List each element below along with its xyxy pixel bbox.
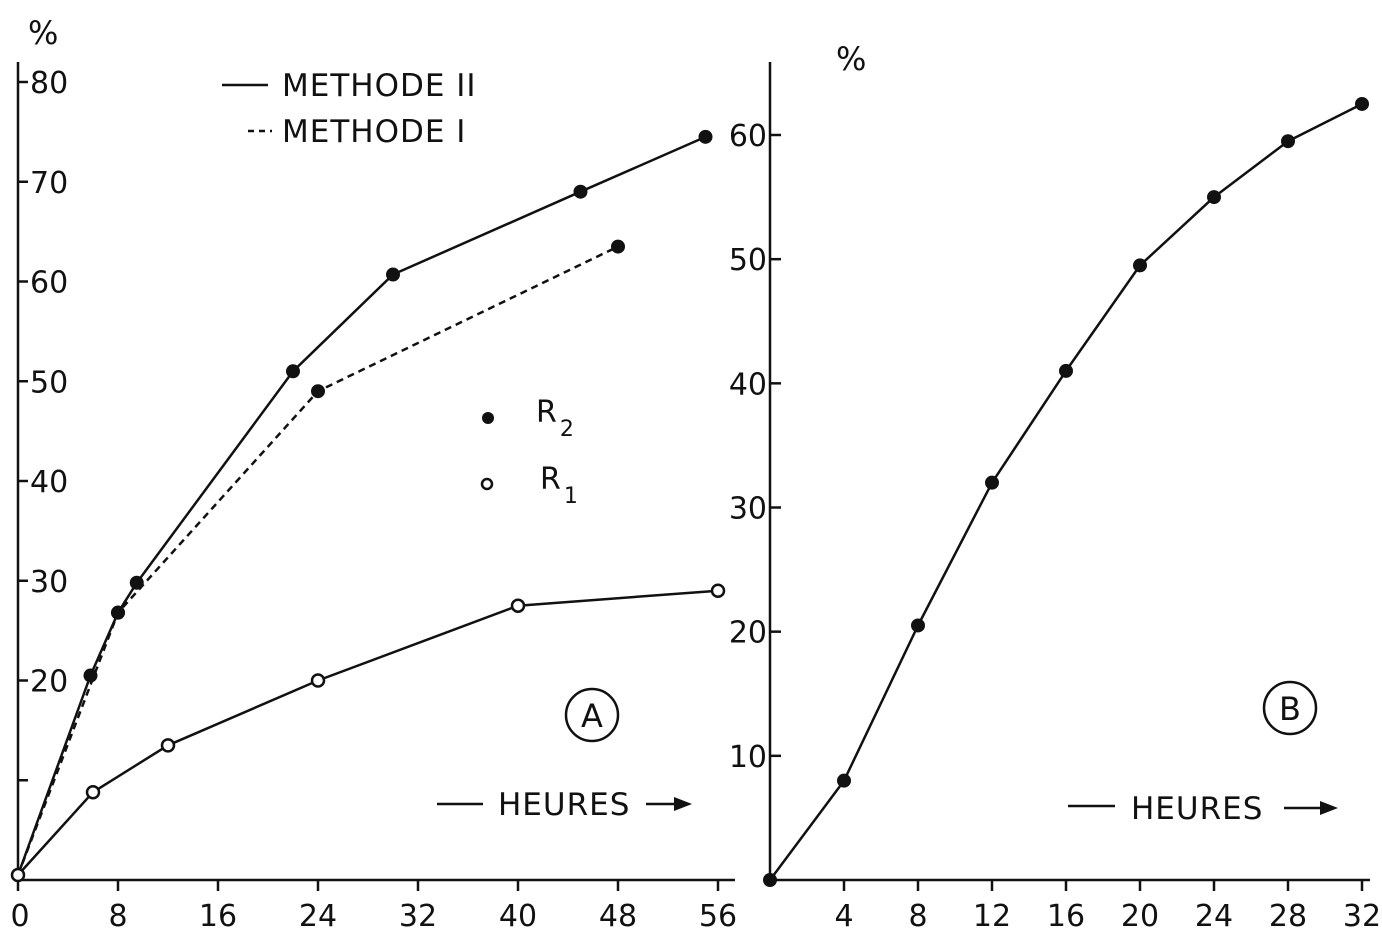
panel-a-series-0-point xyxy=(83,668,98,683)
panel-a-y-tick-label: 50 xyxy=(30,365,68,400)
panel-a-series-2-point xyxy=(710,583,726,598)
legend-marker-filled xyxy=(482,412,494,424)
panel-a-series-1-point xyxy=(111,605,125,620)
panel-b: % 10 20 30 40 50 60 4 8 12 16 20 24 28 32 B HEURES xyxy=(729,40,1381,931)
panel-a-x-tick-label: 24 xyxy=(299,899,337,931)
panel-a-y-tick-label: 80 xyxy=(30,66,68,101)
panel-a-series-2-point xyxy=(10,867,26,883)
panel-b-x-title: HEURES xyxy=(1131,791,1263,827)
panel-b-series-0-point xyxy=(1281,134,1295,149)
panel-b-y-tick-label: 60 xyxy=(729,119,767,154)
panel-b-series-0-point xyxy=(1355,96,1369,111)
panel-a-series-1-line xyxy=(16,245,619,876)
panel-a-series-2-point xyxy=(160,738,176,753)
legend-methode-ii: METHODE II xyxy=(282,68,477,104)
panel-b-series-0-point xyxy=(911,618,925,633)
panel-b-series-0-point xyxy=(985,475,999,490)
panel-a-x-tick-label: 32 xyxy=(399,899,437,931)
legend-r2-base: R xyxy=(536,395,557,430)
panel-b-series-0-point xyxy=(1133,258,1147,273)
panel-b-series-0-line xyxy=(768,102,1363,881)
panel-b-heures-arrow-head xyxy=(1320,801,1338,815)
panel-b-y-unit: % xyxy=(836,40,866,78)
panel-b-label: B xyxy=(1279,690,1301,728)
legend-r2-sub: 2 xyxy=(560,417,574,442)
panel-a-series-2-point xyxy=(85,784,101,800)
panel-b-series-0-point xyxy=(1059,363,1073,378)
panel-a-y-tick-label: 30 xyxy=(30,565,68,600)
panel-a-label-circle xyxy=(564,687,620,743)
panel-b-label-circle xyxy=(1262,680,1318,736)
panel-a-x-title: HEURES xyxy=(498,787,630,823)
panel-b-series-0-point xyxy=(763,873,777,887)
panel-a-x-tick-label: 8 xyxy=(108,899,127,931)
legend-methods: METHODE II METHODE I xyxy=(222,68,477,150)
panel-a-series-0-point xyxy=(286,364,300,379)
panel-a-series-0-point xyxy=(129,575,144,590)
panel-b-x-tick-label: 4 xyxy=(834,899,853,931)
panel-b-x-tick-label: 16 xyxy=(1047,899,1085,931)
panel-a-series-2-point xyxy=(310,673,326,688)
panel-a-series-2-point xyxy=(510,598,526,613)
panel-a-x-tick-label: 56 xyxy=(699,899,737,931)
panel-b-y-tick-label: 20 xyxy=(729,616,767,651)
panel-a-series-0-point xyxy=(573,184,588,199)
panel-a-label: A xyxy=(581,697,603,735)
panel-b-x-tick-label: 32 xyxy=(1343,899,1381,931)
panel-a-series-2-line xyxy=(17,589,719,876)
panel-b-x-tick-label: 28 xyxy=(1269,899,1307,931)
panel-b-series-0-point xyxy=(837,773,851,788)
panel-b-x-tick-label: 20 xyxy=(1121,899,1159,931)
panel-a-series-0-line xyxy=(16,135,707,876)
panel-b-series-0-point xyxy=(1207,190,1221,205)
panel-a-y-tick-label: 60 xyxy=(30,266,68,301)
panel-a-y-unit: % xyxy=(28,14,58,52)
panel-a-series-0-point xyxy=(386,267,400,282)
panel-b-y-tick-label: 10 xyxy=(729,740,767,775)
panel-a: % 20 30 40 50 60 70 80 0 8 16 24 32 40 48 56 METHODE … xyxy=(10,14,737,931)
panel-b-x-tick-label: 24 xyxy=(1195,899,1233,931)
panel-b-y-tick-label: 30 xyxy=(729,492,767,527)
panel-a-heures-arrow-head xyxy=(674,797,692,811)
panel-b-x-tick-label: 12 xyxy=(973,899,1011,931)
panel-a-y-tick-label: 40 xyxy=(30,465,68,500)
panel-a-y-tick-label: 20 xyxy=(30,665,68,700)
legend-r1-base: R xyxy=(540,462,561,497)
panel-a-x-tick-label: 0 xyxy=(10,899,29,931)
panel-b-x-tick-label: 8 xyxy=(908,899,927,931)
panel-a-x-tick-label: 48 xyxy=(599,899,637,931)
legend-methode-i: METHODE I xyxy=(282,114,466,150)
panel-a-series-0-point xyxy=(698,129,713,144)
legend-r1-sub: 1 xyxy=(564,484,578,509)
panel-a-series-1-point xyxy=(311,384,325,399)
panel-a-x-tick-label: 40 xyxy=(499,899,537,931)
panel-b-y-tick-label: 50 xyxy=(729,243,767,278)
panel-a-y-tick-label: 70 xyxy=(30,166,68,201)
panel-b-y-tick-label: 40 xyxy=(729,367,767,402)
legend-marker-open xyxy=(480,477,494,491)
panel-a-x-tick-label: 16 xyxy=(199,899,237,931)
panel-a-series-1-point xyxy=(611,239,625,254)
